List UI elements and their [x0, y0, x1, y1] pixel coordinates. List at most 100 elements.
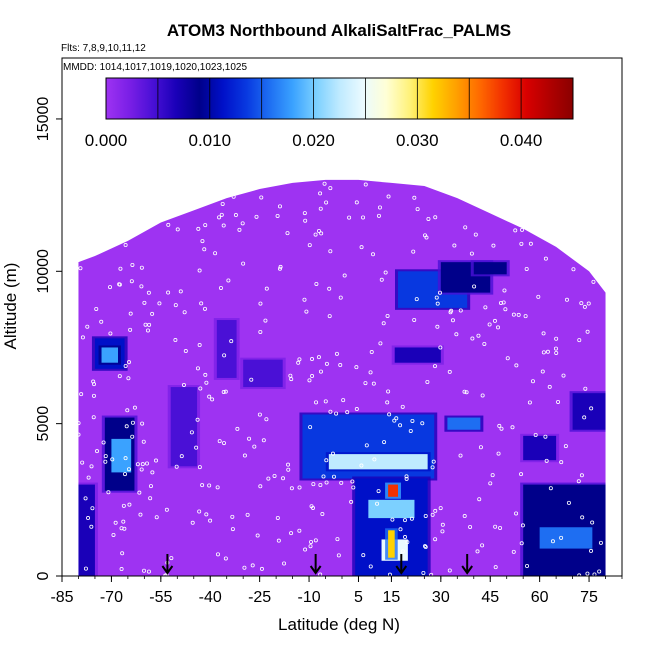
sample-point [318, 483, 323, 488]
sample-point [117, 374, 122, 379]
sample-point [328, 249, 333, 254]
sample-point [543, 434, 548, 439]
sample-point [83, 566, 88, 571]
sample-point [383, 270, 388, 275]
heatmap-background [78, 179, 606, 576]
sample-point [130, 420, 135, 425]
sample-point [311, 482, 316, 487]
sample-point [548, 486, 553, 491]
sample-point [483, 305, 488, 310]
y-tick-label: 5000 [35, 406, 52, 442]
sample-point [210, 397, 215, 402]
sample-point [321, 474, 326, 479]
sample-point [157, 301, 162, 306]
sample-point [181, 382, 186, 387]
sample-point [369, 350, 374, 355]
sample-point [223, 556, 228, 561]
sample-point [371, 381, 376, 386]
sample-point [217, 215, 222, 220]
x-tick-label: -10 [297, 589, 320, 606]
colorbar-gradient [105, 77, 574, 120]
sample-point [245, 512, 250, 517]
x-tick-label: 45 [481, 589, 499, 606]
sample-point [345, 410, 350, 415]
sample-point [230, 514, 235, 519]
sample-point [303, 547, 308, 552]
sample-point [430, 465, 435, 470]
sample-point [217, 439, 222, 444]
sample-point [571, 267, 576, 272]
sample-point [123, 363, 128, 368]
sample-point [347, 215, 352, 220]
sample-point [302, 297, 307, 302]
sample-point [590, 520, 595, 525]
sample-point [316, 355, 321, 360]
sample-point [327, 286, 332, 291]
sample-point [94, 306, 99, 311]
sample-point [327, 314, 332, 319]
sample-point [480, 543, 485, 548]
sample-point [412, 195, 417, 200]
sample-point [458, 453, 463, 458]
x-axis-label: Latitude (deg N) [278, 615, 400, 634]
sample-point [91, 379, 96, 384]
sample-point [563, 444, 568, 449]
sample-point [381, 321, 386, 326]
sample-point [556, 399, 561, 404]
sample-point [195, 417, 200, 422]
sample-point [554, 336, 559, 341]
sample-point [132, 405, 137, 410]
sample-point [376, 489, 381, 494]
sample-point [434, 295, 439, 300]
sample-point [174, 464, 179, 469]
sample-point [390, 517, 395, 522]
sample-point [403, 535, 408, 540]
sample-point [514, 511, 519, 516]
sample-point [351, 485, 356, 490]
sample-point [108, 331, 113, 336]
sample-point [247, 436, 252, 441]
sample-point [566, 500, 571, 505]
sample-point [335, 537, 340, 542]
sample-point [404, 474, 409, 479]
sample-point [589, 548, 594, 553]
sample-point [523, 314, 528, 319]
heatmap-cell [243, 359, 283, 388]
sample-point [387, 572, 392, 576]
sample-point [336, 553, 341, 558]
sample-point [330, 451, 335, 456]
sample-point [252, 444, 257, 449]
flights-subtitle: Flts: 7,8,9,10,11,12 [61, 43, 146, 54]
sample-point [240, 221, 245, 226]
colorbar: 0.000 0.010 0.020 0.030 0.040 [85, 77, 574, 150]
sample-point [519, 472, 524, 477]
sample-point [197, 509, 202, 514]
sample-point [276, 538, 281, 543]
sample-point [524, 266, 529, 271]
sample-point [559, 460, 564, 465]
sample-point [463, 225, 468, 230]
sample-point [496, 451, 501, 456]
sample-point [175, 227, 180, 232]
sample-point [142, 568, 147, 573]
sample-point [540, 369, 545, 374]
sample-point [124, 424, 129, 429]
sample-point [222, 353, 227, 358]
sample-point [425, 380, 430, 385]
sample-point [478, 445, 483, 450]
sample-point [324, 200, 329, 205]
sample-point [543, 256, 548, 261]
sample-point [78, 266, 83, 271]
sample-point [106, 490, 111, 495]
sample-point [408, 428, 413, 433]
sample-point [423, 545, 428, 550]
sample-point [553, 346, 558, 351]
flight-arrow [161, 554, 174, 575]
sample-point [375, 501, 380, 506]
sample-point [379, 277, 384, 282]
sample-point [324, 458, 329, 463]
sample-point [493, 524, 498, 529]
sample-point [421, 570, 426, 575]
x-tick-label: 5 [354, 589, 363, 606]
sample-point [111, 532, 116, 537]
